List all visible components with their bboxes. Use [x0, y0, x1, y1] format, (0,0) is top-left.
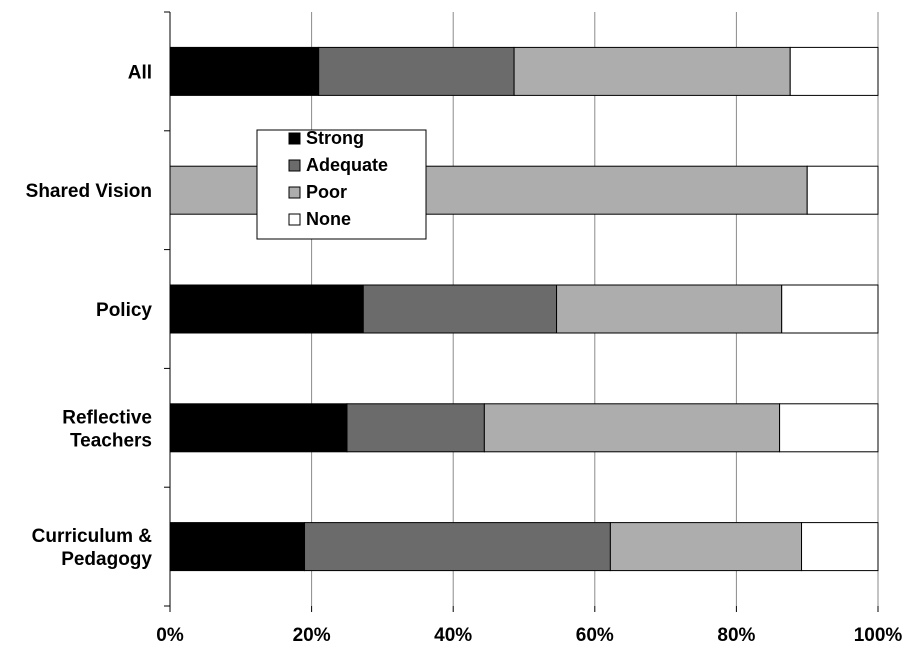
bar-segment-none — [806, 165, 879, 215]
legend-swatch-poor — [288, 186, 301, 199]
category-label: Curriculum & — [32, 526, 153, 547]
legend-swatch-none — [288, 213, 301, 226]
bar-segment-poor — [609, 522, 803, 572]
category-label: Reflective — [62, 407, 152, 428]
bar-segment-poor — [483, 403, 781, 453]
x-tick-label: 20% — [293, 625, 331, 646]
bar-segment-adequate — [304, 522, 611, 572]
bar-segment-strong — [169, 46, 320, 96]
bar-segment-adequate — [318, 46, 515, 96]
bar-segment-strong — [169, 403, 348, 453]
bar-segment-none — [789, 46, 879, 96]
category-label: Policy — [96, 300, 152, 321]
x-tick-label: 40% — [434, 625, 472, 646]
label-layer: 0% 20% 40% 60% 80% 100% All Shared Vision Policy… — [26, 62, 903, 646]
bar-segment-strong — [169, 522, 306, 572]
category-label: Teachers — [70, 430, 152, 451]
bar-segment-adequate — [346, 403, 485, 453]
x-tick-label: 100% — [854, 625, 903, 646]
category-label: Pedagogy — [61, 549, 152, 570]
axis-layer — [164, 11, 879, 612]
bar-segment-poor — [556, 284, 783, 334]
bar-segment-adequate — [362, 284, 558, 334]
x-tick-label: 80% — [717, 625, 755, 646]
bar-layer — [169, 46, 879, 572]
bar-segment-strong — [169, 284, 364, 334]
bar-segment-none — [781, 284, 879, 334]
legend-box — [256, 129, 427, 240]
bar-segment-none — [801, 522, 879, 572]
x-tick-label: 60% — [576, 625, 614, 646]
legend-swatch-strong — [288, 132, 301, 145]
legend-swatch-adequate — [288, 159, 301, 172]
legend-label: Strong — [306, 128, 364, 148]
category-label: All — [128, 62, 152, 83]
bar-segment-poor — [513, 46, 791, 96]
bar-segment-none — [779, 403, 879, 453]
legend-label: None — [306, 209, 351, 229]
legend: Strong Adequate Poor None — [256, 128, 427, 240]
x-tick-label: 0% — [156, 625, 184, 646]
legend-label: Adequate — [306, 155, 388, 175]
category-label: Shared Vision — [26, 181, 152, 202]
legend-label: Poor — [306, 182, 347, 202]
